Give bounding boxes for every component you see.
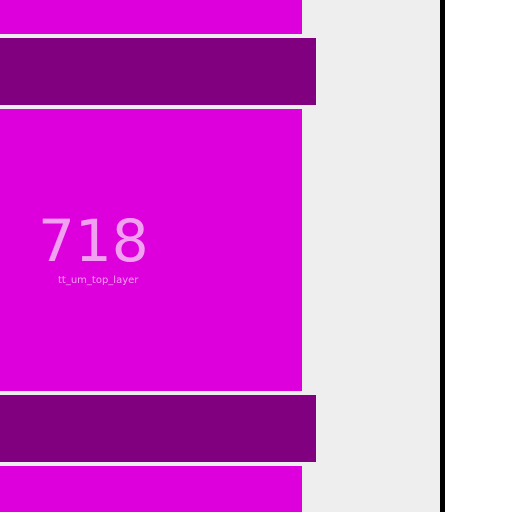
tile-main[interactable] [0,109,302,391]
tile-bottom[interactable] [0,466,302,512]
tile-top[interactable] [0,0,302,34]
band-lower[interactable] [0,395,316,462]
tile-label: tt_um_top_layer [58,275,139,286]
vertical-divider [440,0,445,512]
tile-value: 718 [38,207,149,275]
band-upper[interactable] [0,38,316,105]
